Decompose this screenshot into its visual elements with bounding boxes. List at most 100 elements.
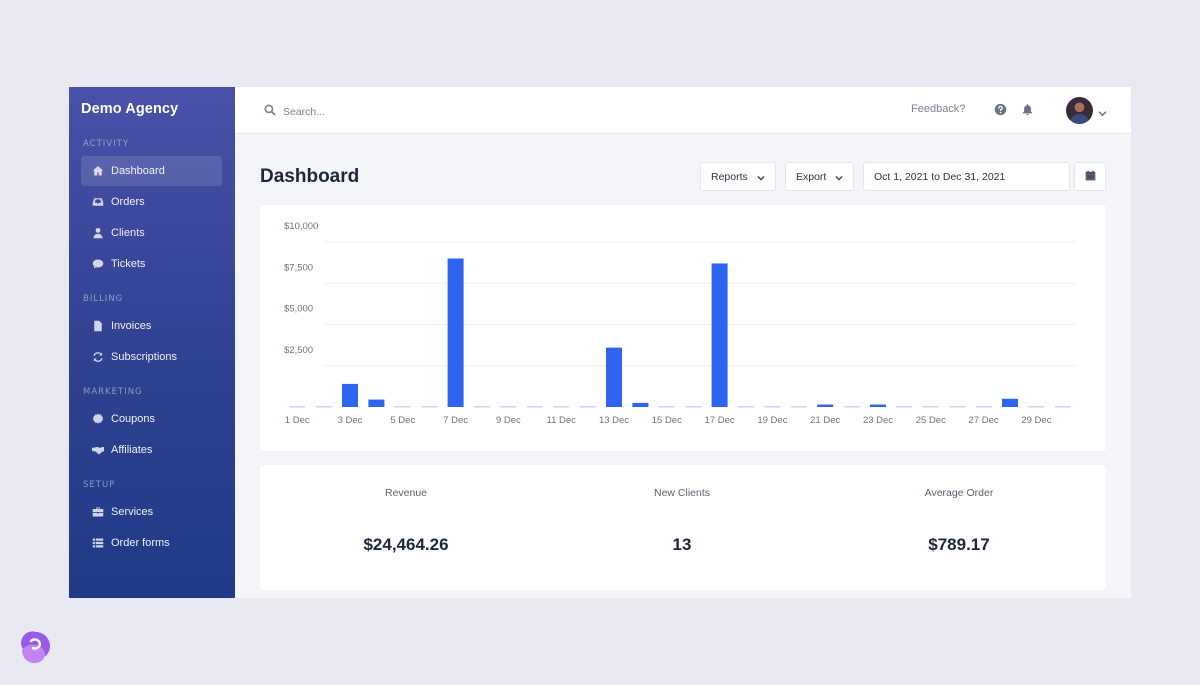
sidebar-item-label: Invoices [111,320,152,332]
sidebar-item-label: Clients [111,227,145,239]
sidebar-item-coupons[interactable]: Coupons [81,404,222,434]
bar-1-dec[interactable] [289,406,306,408]
avatar[interactable] [1066,97,1093,124]
bar-13-dec[interactable] [606,347,622,407]
sidebar-item-dashboard[interactable]: Dashboard [81,156,222,186]
x-tick-label: 5 Dec [390,415,415,426]
bar-17-dec[interactable] [711,263,728,407]
bar-29-dec[interactable] [1028,406,1045,408]
export-dropdown[interactable]: Export [785,162,855,191]
bar-3-dec[interactable] [342,383,358,407]
sidebar-item-orders[interactable]: Orders [81,187,222,217]
bar-30-dec[interactable] [1054,406,1071,408]
calendar-icon [1085,168,1096,186]
x-tick-label: 17 Dec [705,415,735,426]
bar-9-dec[interactable] [500,406,517,408]
sidebar-item-tickets[interactable]: Tickets [81,249,222,279]
table-icon [92,537,104,549]
x-tick-label: 21 Dec [810,415,840,426]
bar-7-dec[interactable] [447,258,464,408]
sidebar-item-invoices[interactable]: Invoices [81,311,222,341]
search-bar [264,103,463,121]
revenue-bar-chart: $2,500 $5,000 $7,500 $10,000 1 Dec 3 Dec 5 Dec… [284,221,1076,426]
nav-section-billing: BILLING [83,294,124,304]
stat-value: $24,464.26 [363,535,449,554]
sidebar-item-label: Tickets [111,258,146,270]
user-icon [92,227,104,239]
bar-10-dec[interactable] [526,406,543,408]
sidebar-item-order-forms[interactable]: Order forms [81,528,222,558]
bar-8-dec[interactable] [474,406,490,408]
y-tick-label: $5,000 [284,304,313,315]
feedback-link[interactable]: Feedback? [911,103,966,115]
y-tick-label: $10,000 [284,221,318,232]
chevron-down-icon [757,173,765,181]
bar-2-dec[interactable] [315,406,332,408]
handshake-icon [92,444,104,456]
reports-dropdown[interactable]: Reports [700,162,776,191]
stats-card: Revenue $24,464.26 New Clients 13 Averag… [260,465,1106,590]
bar-11-dec[interactable] [553,406,570,408]
stat-label: Average Order [924,487,994,499]
help-icon[interactable] [994,103,1007,116]
calendar-button[interactable] [1074,162,1106,191]
sidebar-item-label: Affiliates [111,444,153,456]
bar-4-dec[interactable] [368,399,385,407]
topbar: Feedback? [235,87,1131,134]
bar-12-dec[interactable] [579,406,596,408]
inbox-icon [92,196,104,208]
sidebar-item-label: Order forms [111,537,170,549]
brand-logo-icon[interactable] [16,628,56,668]
sidebar-item-services[interactable]: Services [81,497,222,527]
bar-15-dec[interactable] [658,406,675,408]
bar-19-dec[interactable] [764,406,781,408]
bar-6-dec[interactable] [421,406,438,408]
sidebar-item-affiliates[interactable]: Affiliates [81,435,222,465]
x-tick-label: 19 Dec [757,415,787,426]
bar-16-dec[interactable] [685,406,702,408]
page-title: Dashboard [260,166,360,187]
nav-section-marketing: MARKETING [83,387,143,397]
sidebar-item-label: Services [111,506,154,518]
bar-14-dec[interactable] [632,402,649,407]
bar-20-dec[interactable] [790,406,807,408]
export-label: Export [796,170,827,183]
sidebar-item-subscriptions[interactable]: Subscriptions [81,342,222,372]
bar-24-dec[interactable] [896,406,913,408]
x-tick-label: 27 Dec [969,415,999,426]
comment-icon [92,258,104,270]
x-tick-label: 11 Dec [546,415,576,426]
x-tick-label: 1 Dec [285,415,310,426]
stat-value: 13 [672,535,692,554]
stat-label: Revenue [384,487,428,499]
briefcase-icon [92,506,104,518]
home-icon [92,165,104,177]
bar-28-dec[interactable] [1002,398,1018,407]
sidebar: Demo Agency ACTIVITY Dashboard Orders Cl… [69,87,235,598]
search-icon [264,103,276,121]
bar-21-dec[interactable] [817,404,834,407]
date-range-input[interactable]: Oct 1, 2021 to Dec 31, 2021 [863,162,1070,191]
bar-23-dec[interactable] [870,404,886,407]
bar-5-dec[interactable] [394,406,411,408]
bar-26-dec[interactable] [949,406,966,408]
nav-section-setup: SETUP [83,480,116,490]
search-input[interactable] [283,106,463,118]
x-tick-label: 3 Dec [338,415,363,426]
bar-25-dec[interactable] [922,406,939,408]
bar-22-dec[interactable] [843,406,860,408]
refresh-icon [92,351,104,363]
bell-icon[interactable] [1021,103,1034,116]
y-tick-label: $7,500 [284,262,313,273]
chevron-down-icon[interactable] [1098,105,1107,117]
x-tick-label: 25 Dec [916,415,946,426]
bar-18-dec[interactable] [738,406,754,408]
revenue-chart-card: $2,500 $5,000 $7,500 $10,000 1 Dec 3 Dec 5 Dec… [260,205,1106,451]
bar-27-dec[interactable] [975,406,992,408]
sidebar-item-clients[interactable]: Clients [81,218,222,248]
sidebar-item-label: Coupons [111,413,156,425]
file-icon [92,320,104,332]
nav-section-activity: ACTIVITY [83,139,130,149]
brand-name[interactable]: Demo Agency [81,101,179,117]
sidebar-item-label: Subscriptions [111,351,178,363]
